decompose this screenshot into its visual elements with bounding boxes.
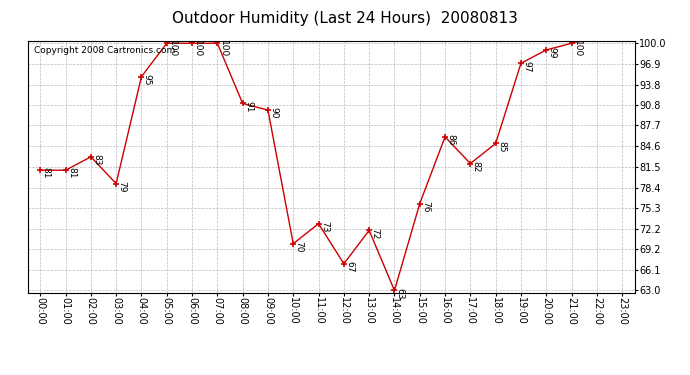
Text: 95: 95 — [143, 74, 152, 86]
Text: 79: 79 — [117, 181, 126, 192]
Text: 97: 97 — [522, 60, 531, 72]
Text: 63: 63 — [396, 288, 405, 299]
Text: 85: 85 — [497, 141, 506, 152]
Text: 70: 70 — [295, 241, 304, 252]
Text: 100: 100 — [573, 40, 582, 58]
Text: 100: 100 — [193, 40, 202, 58]
Text: 101: 101 — [0, 374, 1, 375]
Text: 99: 99 — [548, 47, 557, 58]
Text: 82: 82 — [472, 161, 481, 172]
Text: Copyright 2008 Cartronics.com: Copyright 2008 Cartronics.com — [34, 46, 175, 55]
Text: 73: 73 — [320, 221, 329, 232]
Text: 83: 83 — [92, 154, 101, 166]
Text: 67: 67 — [345, 261, 354, 273]
Text: 91: 91 — [244, 100, 253, 112]
Text: 100: 100 — [168, 40, 177, 58]
Text: 76: 76 — [421, 201, 430, 212]
Text: 81: 81 — [41, 168, 50, 179]
Text: Outdoor Humidity (Last 24 Hours)  20080813: Outdoor Humidity (Last 24 Hours) 2008081… — [172, 11, 518, 26]
Text: 100: 100 — [219, 40, 228, 58]
Text: 90: 90 — [269, 107, 278, 119]
Text: 72: 72 — [371, 228, 380, 239]
Text: 101: 101 — [0, 374, 1, 375]
Text: 86: 86 — [446, 134, 455, 146]
Text: 81: 81 — [67, 168, 76, 179]
